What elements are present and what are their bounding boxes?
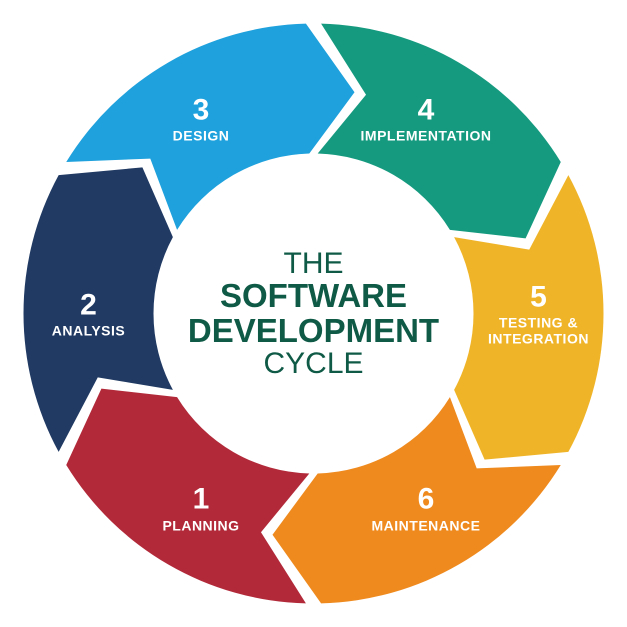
segment-4 (318, 24, 561, 239)
sdlc-cycle-diagram: THE SOFTWARE DEVELOPMENT CYCLE 1PLANNING… (0, 0, 627, 627)
segment-1 (66, 389, 309, 604)
cycle-ring (0, 0, 627, 627)
